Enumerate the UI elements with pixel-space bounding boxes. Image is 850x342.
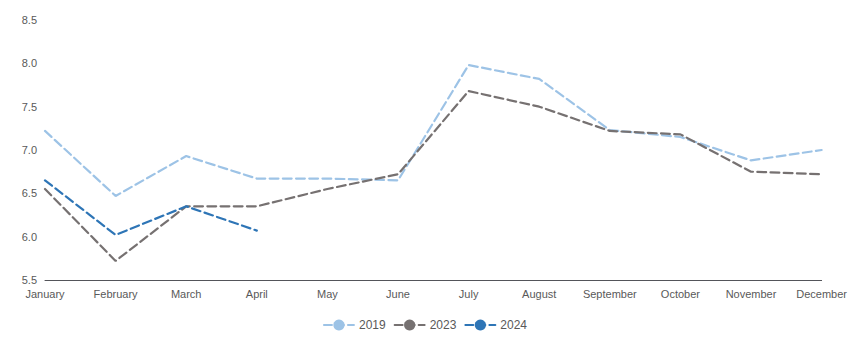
svg-text:6.0: 6.0 [22, 231, 37, 243]
svg-text:June: June [386, 288, 410, 300]
svg-text:7.5: 7.5 [22, 101, 37, 113]
svg-text:April: April [246, 288, 268, 300]
svg-text:February: February [94, 288, 139, 300]
svg-text:2024: 2024 [500, 318, 527, 332]
svg-text:August: August [522, 288, 556, 300]
svg-text:7.0: 7.0 [22, 144, 37, 156]
svg-text:January: January [25, 288, 65, 300]
svg-text:September: September [583, 288, 637, 300]
svg-text:6.5: 6.5 [22, 187, 37, 199]
svg-text:November: November [726, 288, 777, 300]
svg-text:December: December [796, 288, 847, 300]
svg-text:2019: 2019 [359, 318, 386, 332]
svg-text:March: March [171, 288, 202, 300]
svg-text:July: July [459, 288, 479, 300]
svg-text:8.0: 8.0 [22, 57, 37, 69]
svg-text:2023: 2023 [430, 318, 457, 332]
svg-text:5.5: 5.5 [22, 274, 37, 286]
svg-text:8.5: 8.5 [22, 14, 37, 26]
svg-text:May: May [317, 288, 338, 300]
svg-text:October: October [661, 288, 700, 300]
